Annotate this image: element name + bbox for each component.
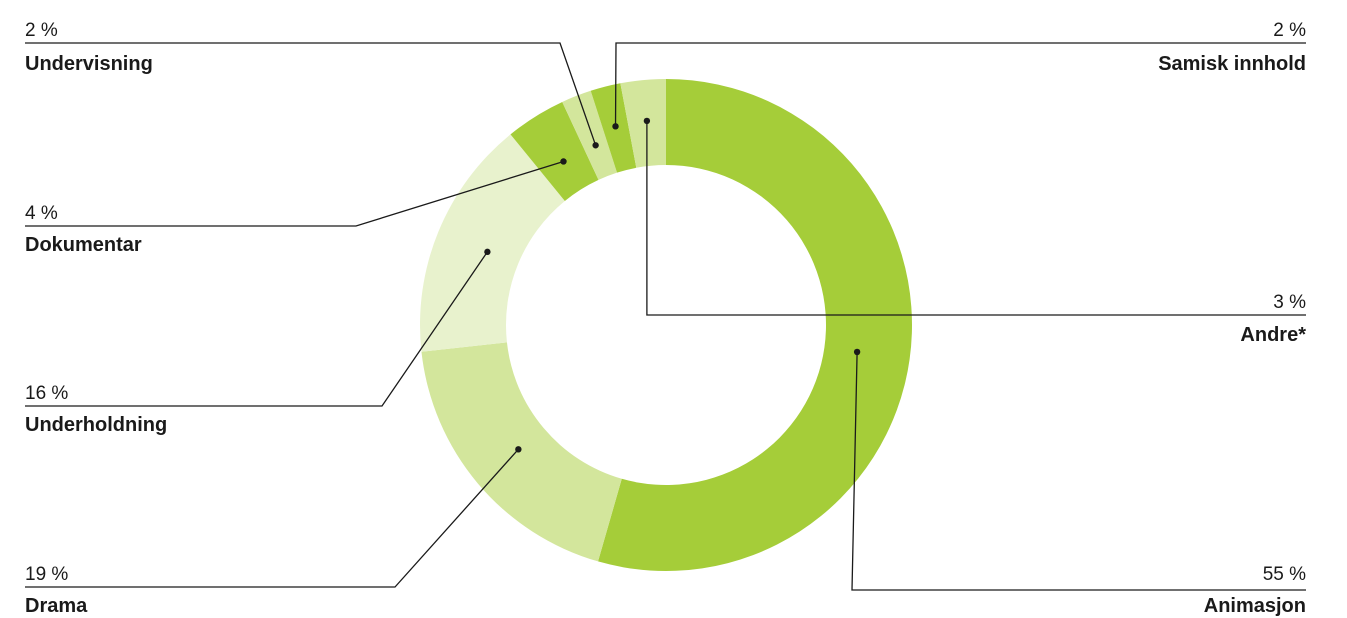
slice-drama bbox=[421, 342, 622, 562]
leader-line-andre bbox=[646, 120, 1306, 316]
slice-animasjon bbox=[598, 79, 912, 571]
leader-line-drama bbox=[25, 448, 519, 588]
slice-undervisning bbox=[562, 90, 618, 180]
leader-line-dokumentar bbox=[25, 160, 564, 227]
category-label-dokumentar: Dokumentar bbox=[25, 234, 142, 256]
category-label-andre: Andre* bbox=[1240, 324, 1306, 346]
category-label-undervisning: Undervisning bbox=[25, 53, 153, 75]
category-label-animasjon: Animasjon bbox=[1204, 595, 1306, 617]
category-label-underholdning: Underholdning bbox=[25, 414, 167, 436]
value-label-dokumentar: 4 % bbox=[25, 203, 58, 224]
leader-dot-samisk-innhold bbox=[612, 123, 619, 130]
slice-labels: 55 % Animasjon 19 % Drama 16 % Underholdning 4… bbox=[25, 20, 1306, 617]
slice-dokumentar bbox=[510, 101, 599, 202]
leader-dot-animasjon bbox=[853, 348, 861, 356]
leader-dot-andre bbox=[643, 117, 651, 125]
leader-line-animasjon bbox=[851, 351, 1306, 591]
leader-lines bbox=[25, 42, 1306, 591]
leader-dot-underholdning bbox=[484, 248, 491, 256]
donut-slices bbox=[420, 79, 912, 571]
leader-line-underholdning bbox=[25, 251, 488, 407]
value-label-samisk-innhold: 2 % bbox=[1273, 20, 1306, 41]
category-label-drama: Drama bbox=[25, 595, 88, 617]
leader-dot-undervisning bbox=[592, 142, 599, 149]
value-label-drama: 19 % bbox=[25, 564, 68, 585]
value-label-animasjon: 55 % bbox=[1263, 564, 1306, 585]
leader-line-undervisning bbox=[25, 42, 597, 146]
leader-dot-dokumentar bbox=[560, 158, 567, 165]
category-label-samisk-innhold: Samisk innhold bbox=[1158, 53, 1306, 75]
value-label-andre: 3 % bbox=[1273, 292, 1306, 313]
leader-line-samisk-innhold bbox=[614, 42, 1306, 127]
value-label-undervisning: 2 % bbox=[25, 20, 58, 41]
leader-dot-drama bbox=[515, 446, 522, 453]
slice-andre bbox=[620, 79, 666, 168]
value-label-underholdning: 16 % bbox=[25, 383, 68, 404]
